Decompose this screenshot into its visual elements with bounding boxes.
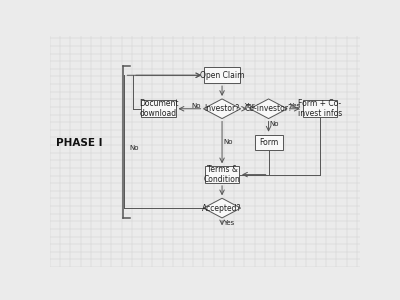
FancyBboxPatch shape [303, 100, 337, 117]
Polygon shape [250, 99, 287, 118]
Text: No: No [269, 122, 279, 128]
Text: Yes: Yes [244, 103, 255, 109]
Text: No: No [224, 140, 233, 146]
FancyBboxPatch shape [205, 166, 239, 183]
Text: Co-investor?: Co-investor? [244, 104, 292, 113]
Text: No: No [191, 103, 200, 109]
FancyBboxPatch shape [204, 68, 240, 83]
Text: Form + Co-
invest infos: Form + Co- invest infos [298, 99, 342, 118]
Text: Investor?: Investor? [204, 104, 240, 113]
FancyBboxPatch shape [142, 100, 176, 117]
Text: Form: Form [259, 138, 278, 147]
Text: No: No [129, 145, 138, 151]
Text: Open Claim: Open Claim [200, 71, 244, 80]
Text: PHASE I: PHASE I [56, 138, 103, 148]
Polygon shape [204, 99, 241, 118]
Text: Yes: Yes [289, 103, 300, 109]
Text: Terms &
Condition: Terms & Condition [204, 165, 240, 184]
FancyBboxPatch shape [254, 135, 282, 150]
Polygon shape [204, 198, 241, 218]
Text: Yes: Yes [223, 220, 234, 226]
Text: Accepted?: Accepted? [202, 204, 242, 213]
Text: Document
download: Document download [139, 99, 178, 118]
